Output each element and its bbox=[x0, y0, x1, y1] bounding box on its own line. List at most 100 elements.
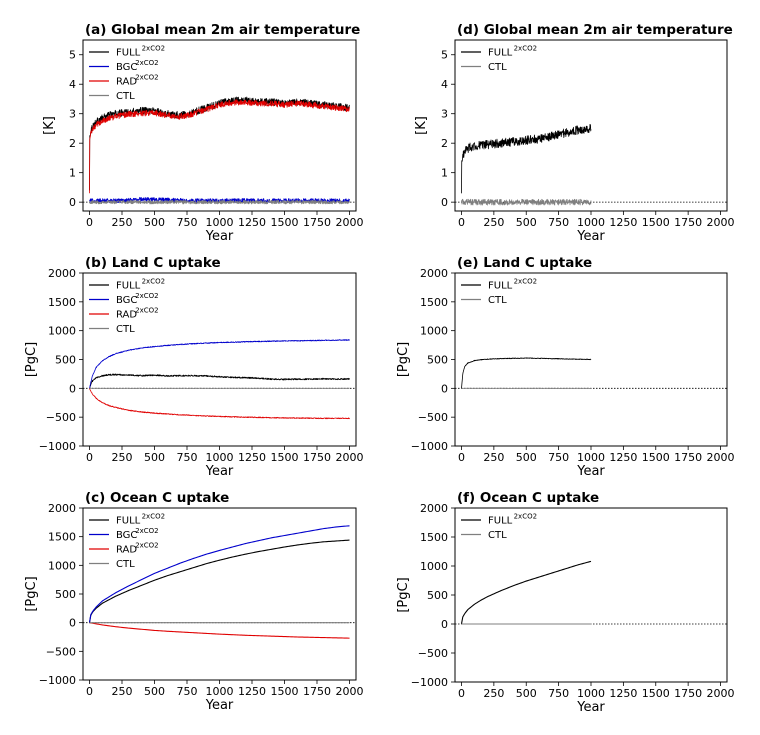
legend-superscript: 2xCO2 bbox=[142, 278, 165, 286]
x-tick-label: 0 bbox=[458, 216, 465, 229]
series-line-full bbox=[88, 539, 350, 623]
legend-superscript: 2xCO2 bbox=[142, 45, 165, 53]
y-tick-label: 1500 bbox=[420, 531, 448, 544]
series-line-rad bbox=[89, 388, 350, 420]
panel-title: (a) Global mean 2m air temperature bbox=[85, 22, 360, 38]
legend-label-ctl: CTL bbox=[116, 91, 135, 102]
legend-superscript: 2xCO2 bbox=[135, 292, 158, 300]
x-tick-label: 500 bbox=[144, 216, 165, 229]
x-tick-label: 500 bbox=[144, 685, 165, 698]
x-tick-label: 1000 bbox=[206, 685, 234, 698]
x-tick-label: 2000 bbox=[707, 687, 735, 700]
x-tick-label: 1000 bbox=[577, 216, 605, 229]
panel-f: (f) Ocean C uptake 0 250 500 750 1000 1250 1500… bbox=[396, 490, 735, 715]
x-tick-label: 250 bbox=[483, 216, 504, 229]
legend-label-rad: RAD bbox=[116, 545, 137, 556]
x-tick-label: 1000 bbox=[206, 451, 234, 464]
panel-d: (d) Global mean 2m air temperature 0 250 50… bbox=[414, 22, 735, 244]
x-tick-label: 500 bbox=[516, 451, 537, 464]
legend-label-rad: RAD bbox=[116, 77, 137, 88]
y-tick-label: 2000 bbox=[420, 267, 448, 280]
x-tick-label: 1500 bbox=[271, 685, 299, 698]
x-tick-label: 500 bbox=[516, 216, 537, 229]
x-tick-label: 1750 bbox=[303, 685, 331, 698]
legend-superscript: 2xCO2 bbox=[514, 45, 537, 53]
x-tick-label: 500 bbox=[144, 451, 165, 464]
series-line-bgc bbox=[88, 525, 350, 623]
x-tick-label: 500 bbox=[516, 687, 537, 700]
legend-superscript: 2xCO2 bbox=[135, 542, 158, 550]
x-tick-label: 750 bbox=[548, 687, 569, 700]
legend: FULL 2xCO2 CTL bbox=[461, 513, 537, 541]
y-tick-label: 2000 bbox=[48, 267, 76, 280]
x-tick-label: 750 bbox=[548, 451, 569, 464]
y-tick-label: 1000 bbox=[48, 559, 76, 572]
y-tick-label: 3 bbox=[69, 108, 76, 121]
x-tick-label: 1250 bbox=[609, 216, 637, 229]
x-tick-label: 1500 bbox=[271, 216, 299, 229]
y-axis-label: [K] bbox=[414, 116, 429, 135]
y-tick-label: 0 bbox=[69, 196, 76, 209]
x-tick-label: 2000 bbox=[336, 216, 364, 229]
x-tick-label: 1250 bbox=[238, 216, 266, 229]
x-tick-label: 2000 bbox=[707, 451, 735, 464]
series-line-rad bbox=[89, 622, 350, 639]
x-tick-label: 2000 bbox=[336, 685, 364, 698]
series-line-full bbox=[461, 123, 592, 194]
y-tick-label: 500 bbox=[55, 588, 76, 601]
x-tick-label: 1500 bbox=[642, 451, 670, 464]
y-tick-label: 500 bbox=[55, 354, 76, 367]
y-tick-label: 0 bbox=[441, 382, 448, 395]
x-tick-label: 1500 bbox=[271, 451, 299, 464]
x-tick-label: 1500 bbox=[642, 216, 670, 229]
x-tick-label: 0 bbox=[86, 685, 93, 698]
y-axis-label: [K] bbox=[42, 116, 57, 135]
series-line-bgc bbox=[89, 339, 350, 389]
y-tick-label: 2 bbox=[441, 137, 448, 150]
x-tick-label: 1000 bbox=[206, 216, 234, 229]
y-tick-label: 5 bbox=[69, 49, 76, 62]
y-tick-label: 0 bbox=[441, 196, 448, 209]
x-tick-label: 1250 bbox=[609, 687, 637, 700]
series-line-ctl bbox=[461, 198, 592, 206]
legend-label-ctl: CTL bbox=[488, 62, 507, 73]
legend-label-bgc: BGC bbox=[116, 530, 137, 541]
y-tick-label: −1000 bbox=[39, 440, 76, 453]
y-tick-label: −500 bbox=[418, 411, 448, 424]
y-tick-label: −500 bbox=[46, 411, 76, 424]
panel-title: (f) Ocean C uptake bbox=[457, 490, 599, 506]
legend-label-full: FULL bbox=[488, 48, 513, 59]
y-tick-label: 1000 bbox=[420, 325, 448, 338]
y-tick-label: 1 bbox=[69, 167, 76, 180]
legend-superscript: 2xCO2 bbox=[514, 513, 537, 521]
y-tick-label: −1000 bbox=[39, 674, 76, 687]
legend-superscript: 2xCO2 bbox=[135, 527, 158, 535]
y-tick-label: 2 bbox=[69, 137, 76, 150]
legend-label-ctl: CTL bbox=[116, 324, 135, 335]
panel-title: (e) Land C uptake bbox=[457, 255, 592, 271]
panel-title: (d) Global mean 2m air temperature bbox=[457, 22, 733, 38]
legend-superscript: 2xCO2 bbox=[142, 513, 165, 521]
x-tick-label: 1750 bbox=[303, 451, 331, 464]
x-tick-label: 0 bbox=[86, 216, 93, 229]
x-tick-label: 1750 bbox=[303, 216, 331, 229]
y-tick-label: 2000 bbox=[48, 502, 76, 515]
y-tick-label: 4 bbox=[69, 78, 76, 91]
legend-label-bgc: BGC bbox=[116, 295, 137, 306]
x-tick-label: 250 bbox=[112, 216, 133, 229]
x-tick-label: 750 bbox=[177, 216, 198, 229]
legend-label-full: FULL bbox=[116, 516, 141, 527]
x-tick-label: 750 bbox=[177, 451, 198, 464]
series-line-full bbox=[89, 96, 350, 191]
x-tick-label: 250 bbox=[112, 451, 133, 464]
legend-superscript: 2xCO2 bbox=[135, 59, 158, 67]
x-tick-label: 750 bbox=[548, 216, 569, 229]
y-tick-label: 0 bbox=[69, 382, 76, 395]
x-tick-label: 2000 bbox=[707, 216, 735, 229]
legend-label-full: FULL bbox=[488, 281, 513, 292]
x-axis-label: Year bbox=[576, 464, 605, 479]
x-tick-label: 1750 bbox=[674, 216, 702, 229]
